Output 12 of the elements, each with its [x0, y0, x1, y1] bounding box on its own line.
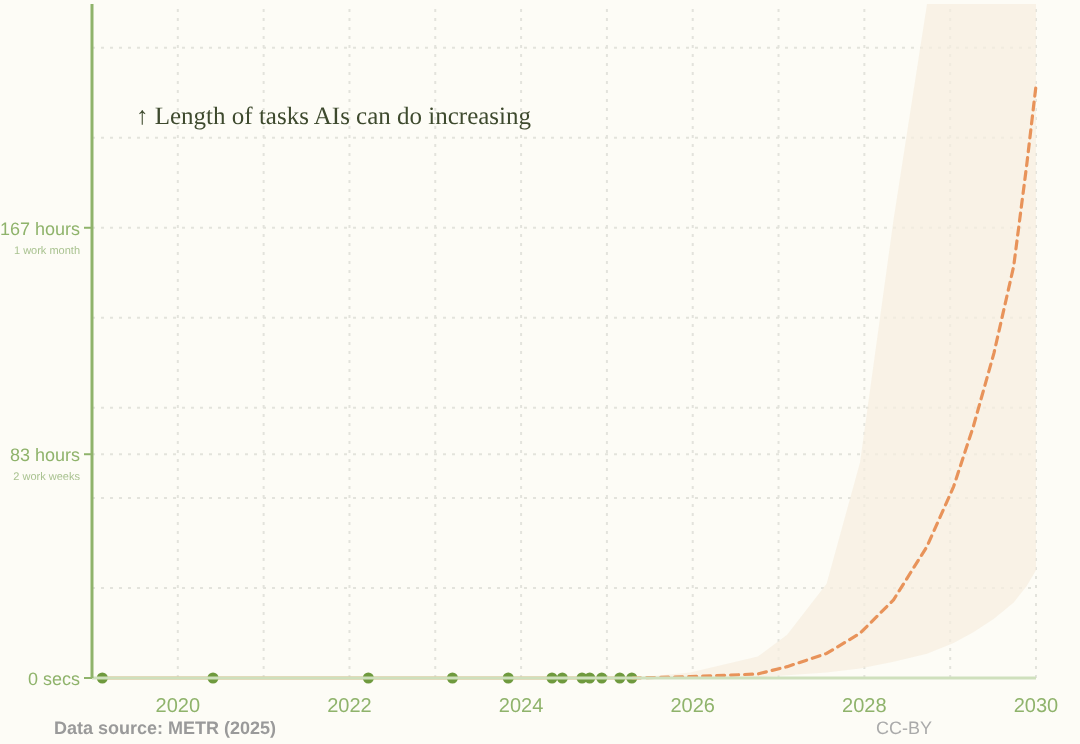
- text: ↑ Length of tasks AIs can do increasing: [136, 102, 533, 130]
- y-tick-label: 167 hours: [0, 218, 81, 239]
- y-tick-label: 0 secs: [27, 669, 81, 689]
- x-tick-label: 2024: [498, 696, 545, 718]
- x-tick-label: 2028: [842, 696, 888, 718]
- x-tick-label: 2030: [1013, 696, 1060, 718]
- y-tick-label: 83 hours: [9, 445, 81, 466]
- text: CC-BY: [876, 718, 933, 738]
- x-tick-label: 2026: [670, 696, 716, 718]
- x-tick-label: 2020: [155, 696, 201, 718]
- x-tick-label: 2022: [327, 696, 373, 718]
- source-note: Data source: METR (2025): [54, 718, 277, 738]
